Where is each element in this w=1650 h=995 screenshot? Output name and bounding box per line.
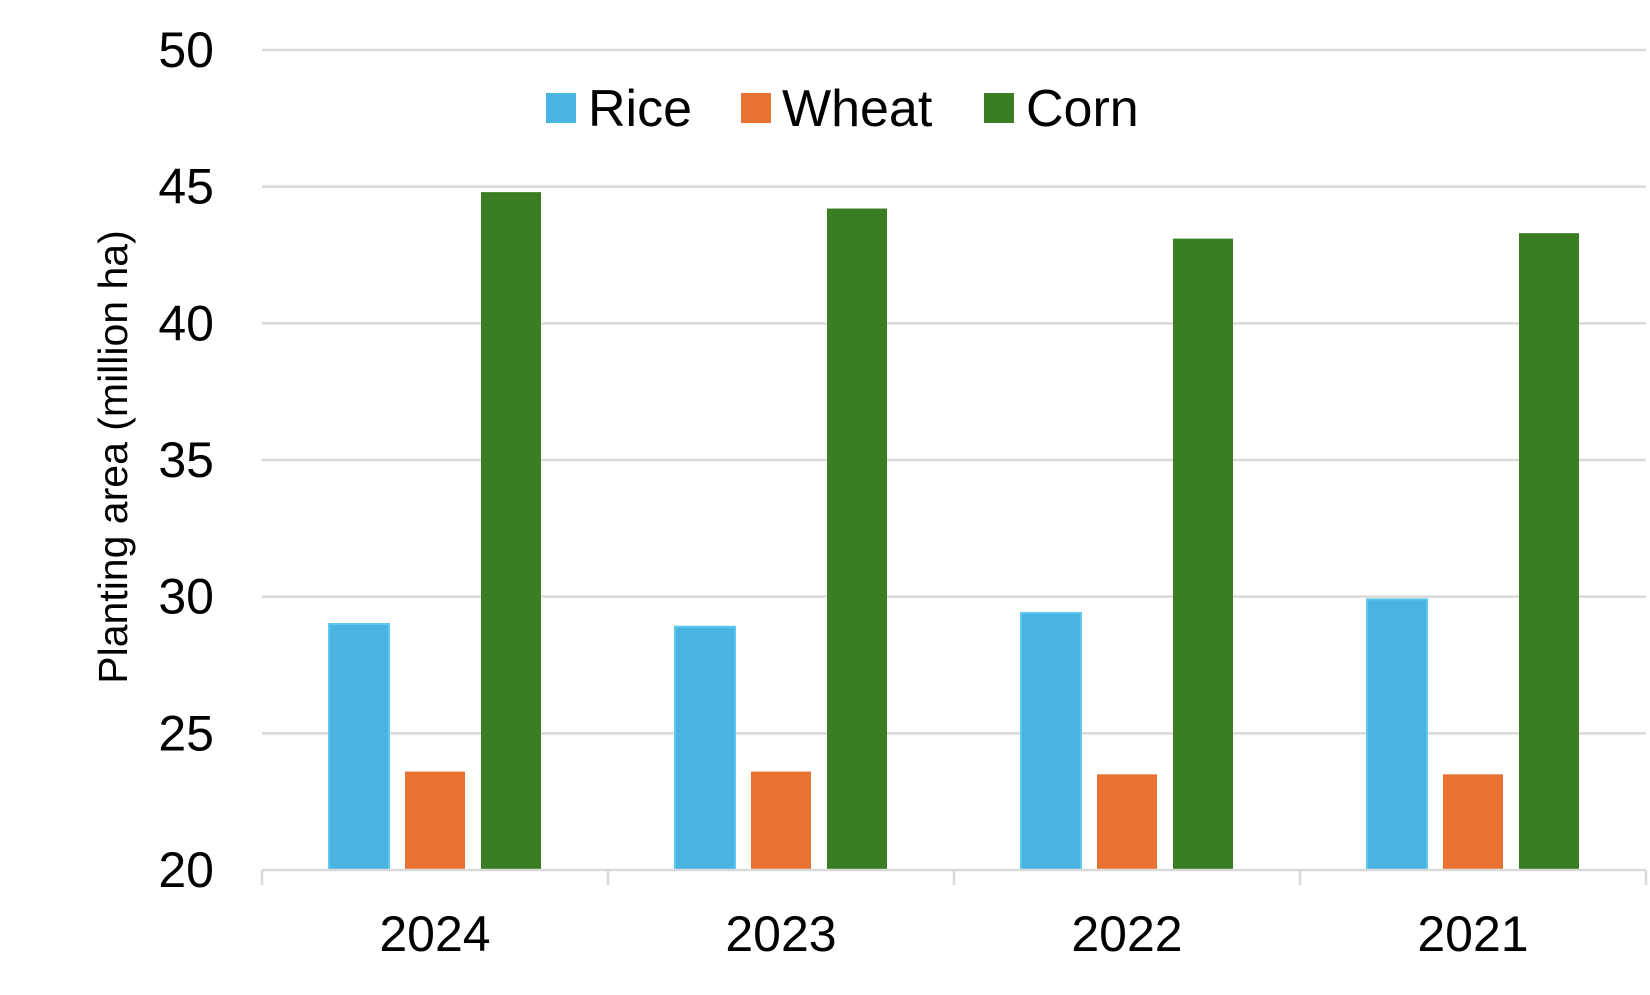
bar-rice-2022 [1020,612,1082,871]
x-tick-label: 2022 [1071,906,1182,962]
bars [328,192,1579,872]
y-tick-label: 45 [158,159,214,215]
legend-item-rice: Rice [546,80,692,138]
legend-item-wheat: Wheat [741,80,933,138]
y-tick-label: 25 [158,705,214,761]
bar-wheat-2022 [1097,774,1157,870]
x-tick-label: 2021 [1417,906,1528,962]
bar-rice-2024 [328,623,390,871]
y-tick-label: 50 [158,22,214,78]
bar-rice-2023 [674,625,736,871]
axes: 20 25 30 35 40 45 50 2024 2023 2022 2021 [158,22,1648,962]
x-tick-label: 2023 [725,906,836,962]
y-tick-label: 40 [158,295,214,351]
bar-wheat-2024 [405,771,465,870]
legend-label: Corn [1026,80,1139,138]
bar-corn-2022 [1173,238,1233,871]
gridlines [262,48,1646,735]
y-tick-label: 35 [158,432,214,488]
bar-wheat-2021 [1443,774,1503,870]
legend-item-corn: Corn [984,80,1139,138]
legend: Rice Wheat Corn [546,80,1139,138]
legend-swatch [984,93,1014,123]
y-tick-label: 20 [158,842,214,898]
y-axis-title: Planting area (million ha) [90,230,136,684]
bar-wheat-2023 [751,771,811,870]
x-tick-label: 2024 [379,906,490,962]
legend-label: Rice [588,80,692,138]
legend-label: Wheat [782,80,933,138]
bar-corn-2021 [1519,233,1579,871]
y-tick-label: 30 [158,569,214,625]
legend-swatch [741,93,771,123]
bar-corn-2024 [481,192,541,871]
bar-rice-2021 [1366,598,1428,872]
bar-corn-2023 [827,208,887,871]
legend-swatch [546,93,576,123]
